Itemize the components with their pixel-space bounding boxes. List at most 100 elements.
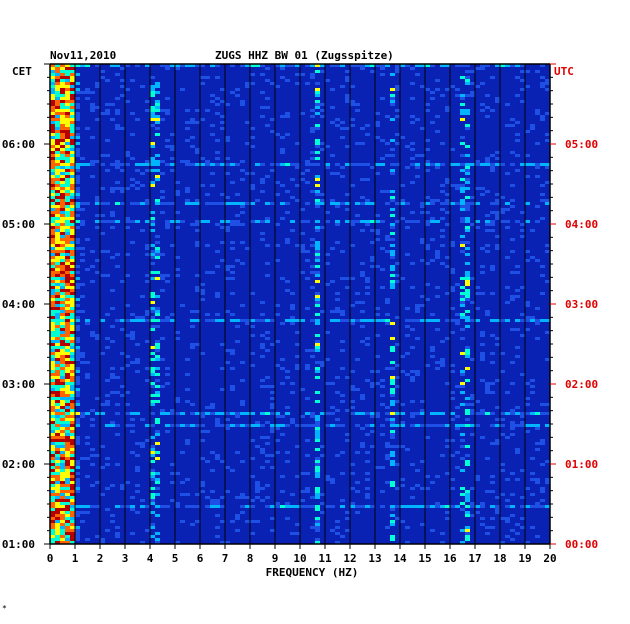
- heatmap-cell: [405, 352, 410, 355]
- heatmap-cell: [75, 418, 80, 421]
- heatmap-cell: [55, 451, 60, 454]
- heatmap-cell: [335, 310, 340, 313]
- heatmap-cell: [390, 148, 395, 151]
- heatmap-cell: [215, 223, 220, 226]
- heatmap-cell: [315, 64, 320, 67]
- heatmap-cell: [135, 454, 140, 457]
- heatmap-cell: [250, 136, 255, 139]
- heatmap-cell: [410, 346, 415, 349]
- heatmap-cell: [65, 463, 70, 466]
- heatmap-cell: [435, 505, 440, 508]
- heatmap-cell: [355, 451, 360, 454]
- heatmap-cell: [430, 412, 435, 415]
- heatmap-cell: [65, 262, 70, 265]
- heatmap-cell: [200, 481, 205, 484]
- heatmap-cell: [320, 511, 325, 514]
- heatmap-cell: [465, 493, 470, 496]
- heatmap-cell: [55, 481, 60, 484]
- heatmap-cell: [380, 466, 385, 469]
- heatmap-cell: [450, 391, 455, 394]
- heatmap-cell: [75, 346, 80, 349]
- heatmap-cell: [495, 235, 500, 238]
- heatmap-cell: [60, 100, 65, 103]
- heatmap-cell: [340, 505, 345, 508]
- heatmap-cell: [170, 244, 175, 247]
- heatmap-cell: [60, 292, 65, 295]
- heatmap-cell: [65, 490, 70, 493]
- heatmap-cell: [65, 367, 70, 370]
- heatmap-cell: [265, 496, 270, 499]
- heatmap-cell: [150, 472, 155, 475]
- heatmap-cell: [525, 70, 530, 73]
- heatmap-cell: [265, 349, 270, 352]
- heatmap-cell: [50, 502, 55, 505]
- footer-mark: *: [2, 604, 7, 613]
- heatmap-cell: [75, 370, 80, 373]
- heatmap-cell: [370, 256, 375, 259]
- heatmap-cell: [165, 382, 170, 385]
- heatmap-cell: [170, 463, 175, 466]
- heatmap-cell: [355, 319, 360, 322]
- heatmap-cell: [65, 79, 70, 82]
- heatmap-cell: [275, 181, 280, 184]
- heatmap-cell: [55, 169, 60, 172]
- heatmap-cell: [335, 520, 340, 523]
- heatmap-cell: [85, 322, 90, 325]
- heatmap-cell: [55, 277, 60, 280]
- heatmap-cell: [305, 349, 310, 352]
- heatmap-cell: [450, 364, 455, 367]
- heatmap-cell: [75, 412, 80, 415]
- heatmap-cell: [70, 67, 75, 70]
- heatmap-cell: [325, 145, 330, 148]
- heatmap-cell: [330, 319, 335, 322]
- heatmap-cell: [50, 106, 55, 109]
- heatmap-cell: [350, 412, 355, 415]
- heatmap-cell: [470, 403, 475, 406]
- axis-ticks: [44, 63, 556, 549]
- heatmap-cell: [55, 529, 60, 532]
- heatmap-cell: [70, 346, 75, 349]
- heatmap-cell: [205, 76, 210, 79]
- heatmap-cell: [340, 310, 345, 313]
- heatmap-cell: [260, 346, 265, 349]
- heatmap-cell: [480, 247, 485, 250]
- heatmap-cell: [165, 64, 170, 67]
- heatmap-cell: [315, 517, 320, 520]
- heatmap-cell: [325, 424, 330, 427]
- heatmap-cell: [420, 64, 425, 67]
- heatmap-cell: [170, 169, 175, 172]
- heatmap-cell: [220, 319, 225, 322]
- heatmap-cell: [230, 91, 235, 94]
- heatmap-cell: [470, 412, 475, 415]
- heatmap-cell: [175, 541, 180, 544]
- heatmap-cell: [50, 325, 55, 328]
- heatmap-cell: [330, 280, 335, 283]
- heatmap-cell: [435, 502, 440, 505]
- heatmap-cell: [85, 475, 90, 478]
- heatmap-cell: [315, 184, 320, 187]
- heatmap-cell: [540, 82, 545, 85]
- heatmap-cell: [55, 463, 60, 466]
- heatmap-cell: [400, 136, 405, 139]
- heatmap-cell: [60, 274, 65, 277]
- heatmap-cell: [230, 64, 235, 67]
- heatmap-cell: [55, 226, 60, 229]
- heatmap-cell: [70, 289, 75, 292]
- y-right-tick-label: 02:00: [565, 378, 598, 391]
- heatmap-cell: [475, 286, 480, 289]
- heatmap-cell: [465, 112, 470, 115]
- heatmap-cell: [50, 370, 55, 373]
- heatmap-cell: [260, 385, 265, 388]
- heatmap-cell: [50, 406, 55, 409]
- heatmap-cell: [515, 523, 520, 526]
- heatmap-cell: [360, 394, 365, 397]
- heatmap-cell: [60, 295, 65, 298]
- heatmap-cell: [55, 262, 60, 265]
- heatmap-cell: [465, 280, 470, 283]
- heatmap-cell: [460, 202, 465, 205]
- heatmap-cell: [290, 196, 295, 199]
- heatmap-cell: [65, 205, 70, 208]
- heatmap-cell: [70, 196, 75, 199]
- heatmap-cell: [225, 541, 230, 544]
- heatmap-cell: [385, 301, 390, 304]
